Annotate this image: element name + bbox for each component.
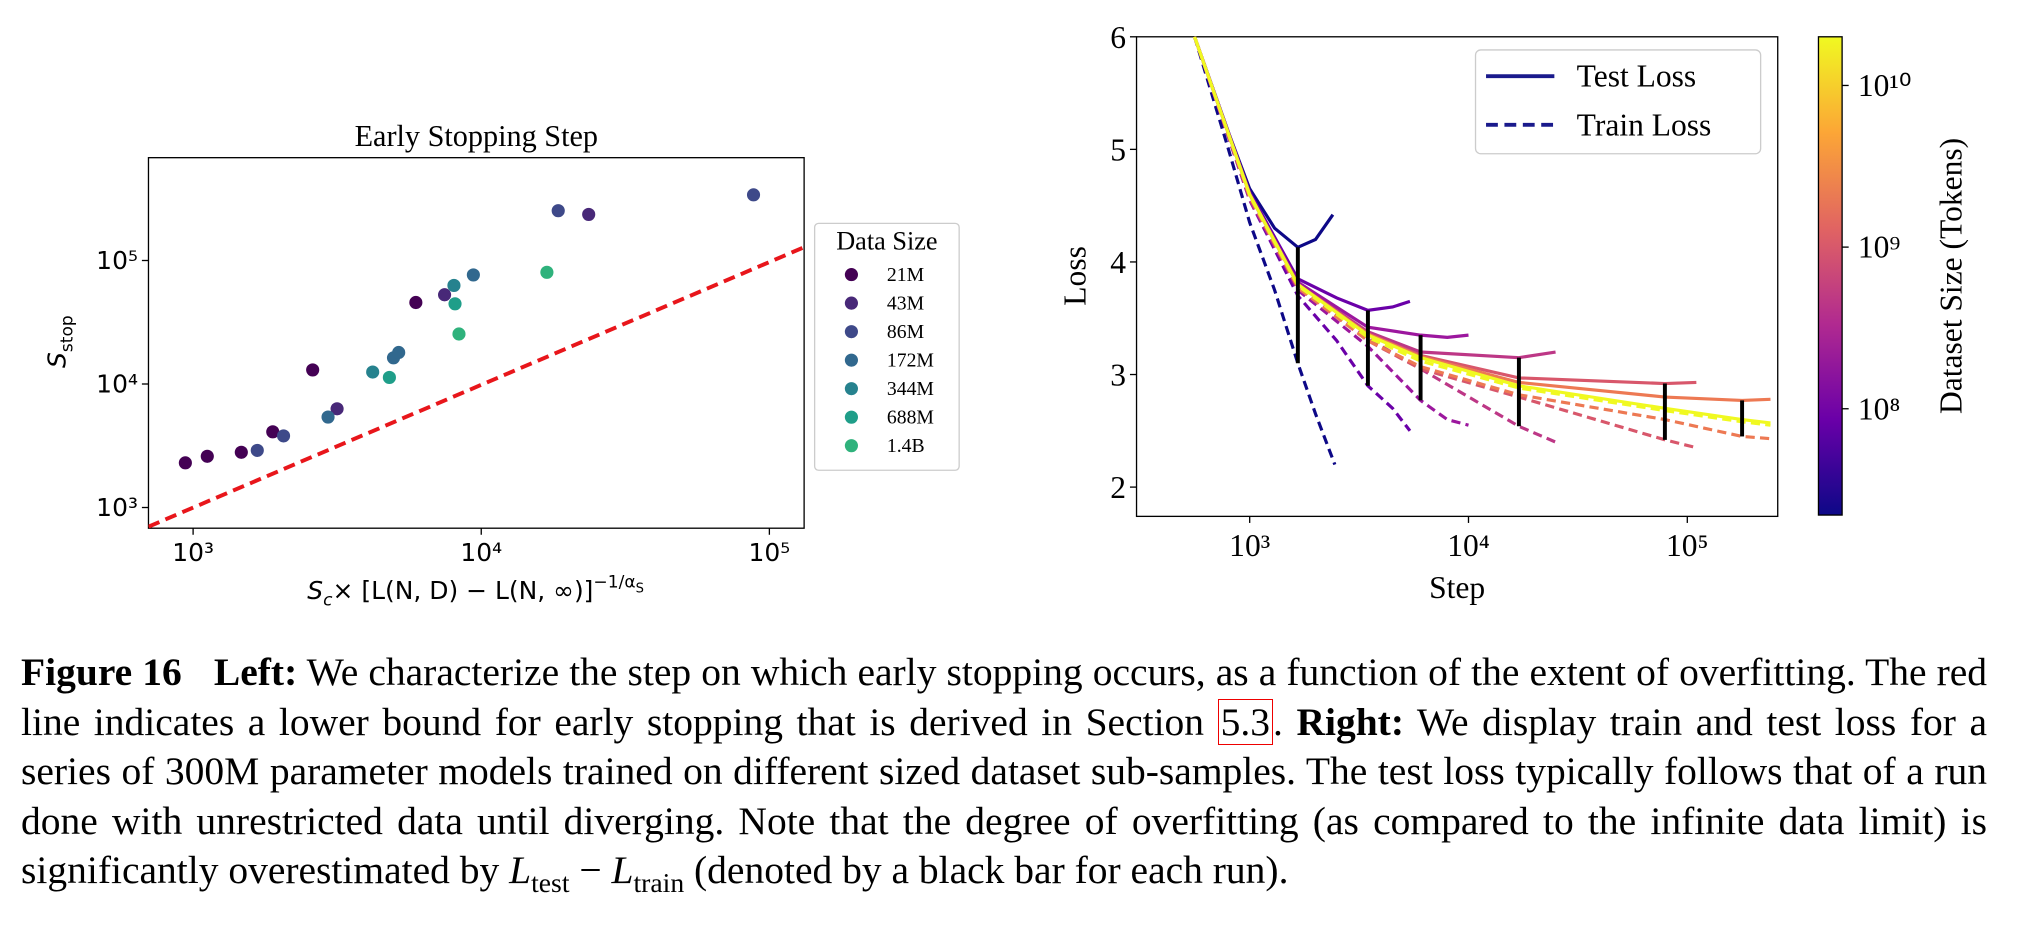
legend-label: 344M	[887, 378, 934, 400]
point	[582, 207, 596, 222]
point	[746, 188, 761, 202]
figure-label: Figure 16	[21, 650, 182, 694]
point	[178, 456, 192, 470]
legend-marker	[844, 296, 858, 310]
x-axis-label: Step	[1429, 570, 1485, 605]
y-tick-label: 2	[1110, 470, 1126, 505]
point	[234, 445, 248, 459]
legend-marker	[844, 325, 858, 339]
legend-label: 43M	[887, 293, 924, 315]
y-label-part: S	[43, 352, 72, 368]
legend-marker	[844, 268, 858, 282]
x-label-part: −1/α	[593, 572, 635, 592]
x-label-part: c	[323, 591, 333, 611]
x-tick-label: 10³	[172, 538, 214, 567]
x-tick-label: 10⁵	[1666, 528, 1709, 563]
train-loss-line	[1193, 36, 1412, 432]
plot-frame	[1135, 36, 1779, 518]
right-text: We display train and test loss for a ser…	[21, 699, 1987, 893]
point	[366, 365, 380, 379]
math: Ltest − Ltrain	[509, 848, 684, 896]
colorbar-label: Dataset Size (Tokens)	[1934, 138, 1969, 414]
caption: Figure 16 Left: We characterize the step…	[21, 648, 1987, 896]
x-tick-label: 10³	[1229, 528, 1270, 563]
y-tick-label: 10³	[96, 493, 138, 522]
x-tick-label: 10⁴	[460, 538, 502, 567]
ref-end: .	[1273, 699, 1283, 744]
x-axis-label: Sc× [L(N, D) − L(N, ∞)]−1/αS	[307, 572, 644, 610]
legend-label: 86M	[887, 321, 924, 343]
y-tick-label: 6	[1110, 20, 1126, 55]
point	[330, 402, 344, 416]
legend-label: Test Loss	[1577, 59, 1696, 94]
legend-marker	[844, 382, 858, 396]
point	[448, 297, 462, 311]
x-tick-label: 10⁵	[748, 538, 790, 567]
plot-frame	[147, 157, 805, 529]
colorbar-tick-label: 10⁸	[1858, 391, 1901, 426]
x-label-part: × [L(N, D) − L(N, ∞)]	[333, 576, 594, 605]
right-label: Right:	[1296, 699, 1404, 744]
point	[551, 204, 565, 218]
legend-title: Data Size	[836, 227, 937, 256]
y-tick-label: 5	[1110, 132, 1126, 167]
train-loss-line	[1193, 36, 1337, 466]
y-axis-label: Loss	[1057, 246, 1092, 306]
math-op: −	[579, 848, 602, 892]
point	[466, 268, 480, 282]
point	[540, 265, 554, 279]
math-sub: test	[531, 866, 570, 898]
colorbar	[1817, 36, 1843, 516]
legend-marker	[844, 439, 858, 453]
y-label-part: stop	[57, 315, 77, 352]
x-tick-label: 10⁴	[1447, 528, 1490, 563]
y-tick-label: 3	[1110, 358, 1126, 393]
point	[382, 370, 396, 385]
point	[438, 288, 452, 302]
test-loss-line	[1193, 36, 1469, 339]
legend-label: 21M	[887, 264, 924, 286]
point	[321, 410, 335, 424]
figure: 10³ 10⁴ 10⁵ 10³ 10⁴ 10⁵ Early Stopping Step Sc×…	[43, 20, 1969, 611]
colorbar-tick-label: 10¹⁰	[1858, 68, 1912, 103]
end-text: (denoted by a black bar for each run).	[694, 848, 1289, 892]
left-label: Left:	[213, 650, 298, 694]
y-tick-label: 4	[1110, 245, 1126, 280]
legend-marker	[844, 410, 858, 424]
chart-title: Early Stopping Step	[355, 119, 598, 153]
left-text: We characterize the step on which early …	[21, 650, 1988, 744]
point	[447, 278, 461, 293]
train-loss-line	[1193, 36, 1771, 427]
legend-label: 1.4B	[887, 435, 925, 457]
legend-label: 172M	[887, 350, 934, 372]
legend-marker	[844, 353, 858, 367]
x-label-part: S	[636, 582, 644, 597]
point	[250, 443, 264, 457]
legend-label: Train Loss	[1577, 107, 1712, 142]
train-loss-line	[1193, 36, 1469, 427]
math-var: L	[611, 848, 634, 892]
test-loss-line	[1193, 36, 1411, 312]
bound-line	[148, 245, 805, 529]
y-tick-label: 10⁵	[96, 246, 138, 275]
colorbar-tick-label: 10⁹	[1858, 230, 1901, 265]
legend-box	[813, 222, 960, 471]
point	[409, 295, 423, 310]
point	[266, 425, 280, 439]
legend-label: 688M	[887, 407, 934, 429]
math-var: L	[509, 848, 532, 892]
point	[392, 345, 406, 360]
math-sub: train	[633, 866, 685, 898]
point	[452, 327, 466, 341]
y-tick-label: 10⁴	[96, 370, 138, 399]
section-ref[interactable]: 5.3	[1217, 698, 1274, 745]
y-axis-label: Sstop	[43, 315, 78, 368]
point	[200, 449, 214, 463]
point	[306, 363, 320, 377]
x-label-part: S	[307, 576, 323, 605]
point	[276, 429, 291, 443]
